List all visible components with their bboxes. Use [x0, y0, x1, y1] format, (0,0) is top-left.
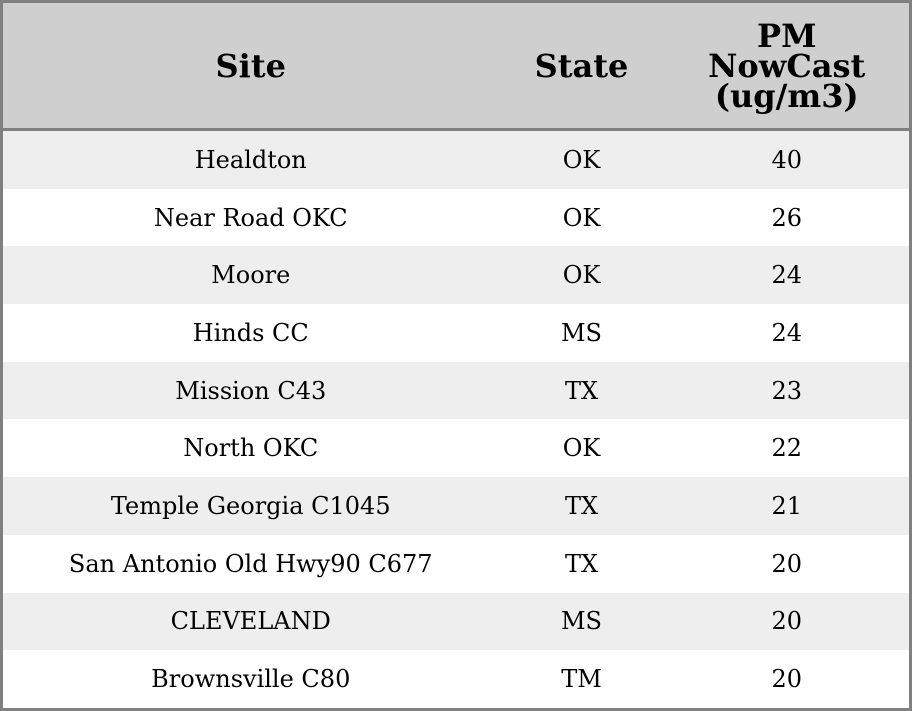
cell-pm-value: 26 — [664, 188, 911, 247]
table-row: Temple Georgia C1045 TX 21 — [1, 477, 911, 535]
cell-site: Healdton — [1, 129, 499, 189]
cell-pm-value: 23 — [664, 361, 911, 420]
header-pm-nowcast: PM NowCast (ug/m3) — [664, 1, 911, 131]
table-row: Hinds CC MS 24 — [1, 304, 911, 362]
table-row: Moore OK 24 — [1, 246, 911, 305]
cell-state: MS — [498, 592, 665, 651]
cell-site: CLEVELAND — [1, 592, 499, 651]
table-row: North OKC OK 22 — [1, 419, 911, 478]
header-site: Site — [1, 1, 499, 131]
cell-site: North OKC — [1, 419, 499, 478]
cell-site: Near Road OKC — [1, 188, 499, 247]
cell-state: MS — [498, 304, 665, 362]
cell-site: Mission C43 — [1, 361, 499, 420]
cell-site: San Antonio Old Hwy90 C677 — [1, 534, 499, 593]
cell-pm-value: 20 — [664, 592, 911, 651]
cell-site: Moore — [1, 246, 499, 305]
cell-pm-value: 22 — [664, 419, 911, 478]
cell-state: OK — [498, 246, 665, 305]
cell-state: OK — [498, 188, 665, 247]
header-row: Site State PM NowCast (ug/m3) — [1, 1, 911, 131]
table-row: CLEVELAND MS 20 — [1, 592, 911, 651]
cell-state: TM — [498, 650, 665, 710]
cell-state: TX — [498, 477, 665, 535]
cell-state: TX — [498, 534, 665, 593]
cell-pm-value: 20 — [664, 650, 911, 710]
cell-pm-value: 21 — [664, 477, 911, 535]
header-state: State — [498, 1, 665, 131]
cell-site: Hinds CC — [1, 304, 499, 362]
cell-pm-value: 24 — [664, 304, 911, 362]
cell-state: TX — [498, 361, 665, 420]
cell-pm-value: 40 — [664, 129, 911, 189]
table-row: San Antonio Old Hwy90 C677 TX 20 — [1, 534, 911, 593]
table-row: Brownsville C80 TM 20 — [1, 650, 911, 710]
table-row: Healdton OK 40 — [1, 129, 911, 189]
table-row: Mission C43 TX 23 — [1, 361, 911, 420]
cell-site: Temple Georgia C1045 — [1, 477, 499, 535]
cell-pm-value: 20 — [664, 534, 911, 593]
cell-site: Brownsville C80 — [1, 650, 499, 710]
table-row: Near Road OKC OK 26 — [1, 188, 911, 247]
cell-state: OK — [498, 129, 665, 189]
cell-state: OK — [498, 419, 665, 478]
cell-pm-value: 24 — [664, 246, 911, 305]
